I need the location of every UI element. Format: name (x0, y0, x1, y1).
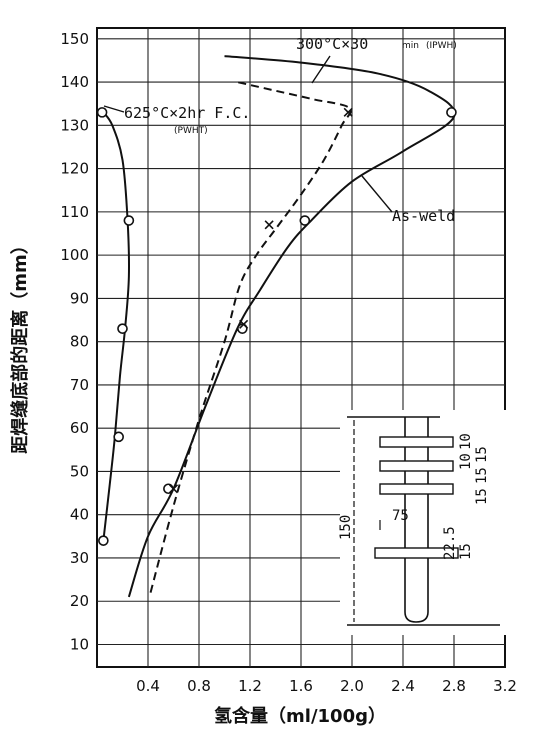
label-625c-paren: (PWHT) (174, 126, 208, 136)
leader-asweld (361, 175, 393, 213)
marker-300-c-30min-ipwh (343, 107, 353, 117)
label-asweld: As-weld (392, 207, 455, 225)
specimen-body (404, 417, 429, 623)
annotation-asweld: As-weld (361, 175, 455, 225)
data-markers (96, 107, 457, 546)
marker-625-c-2hr-f-c-pwht (117, 323, 128, 334)
marker-625-c-2hr-f-c-pwht (98, 535, 109, 546)
dim-label-15-b: 15 (474, 467, 490, 484)
slot-1 (379, 436, 454, 448)
y-tick-labels: 10 20 30 40 50 60 70 80 90 100 110 120 130 140 150 (60, 30, 89, 654)
dim-label-22-5: 22.5 (442, 526, 458, 560)
dim-label-75: 75 (392, 508, 409, 524)
x-axis-title: 氢含量（ml/100g） (214, 705, 386, 727)
y-tick-label: 20 (70, 592, 89, 610)
marker-625-c-2hr-f-c-pwht (113, 431, 124, 443)
y-tick-label: 10 (70, 636, 89, 654)
slot-3 (379, 483, 454, 495)
y-tick-label: 90 (70, 289, 89, 307)
series-line-625-c-2hr-f-c-pwht (102, 111, 131, 541)
x-tick-label: 0.4 (136, 677, 160, 695)
data-series (102, 55, 456, 598)
label-300c: 300°C×30 (296, 35, 368, 53)
dim-label-15-c: 15 (474, 446, 490, 463)
dim-label-15-a: 15 (474, 488, 490, 505)
y-tick-label: 140 (60, 73, 89, 91)
y-tick-label: 60 (70, 419, 89, 437)
series-line-as-weld (127, 55, 456, 598)
x-tick-label: 1.2 (238, 677, 262, 695)
dim-label-10-a: 10 (458, 453, 474, 470)
x-tick-label: 0.8 (187, 677, 211, 695)
leader-625c (103, 105, 125, 113)
specimen-diagram: 150 75 22.5 15 10 10 15 15 15 (338, 410, 506, 635)
y-tick-label: 30 (70, 549, 89, 567)
dim-label-150: 150 (338, 515, 354, 540)
marker-625-c-2hr-f-c-pwht (96, 107, 108, 118)
annotation-625c: 625°C×2hr F.C. (PWHT) (103, 104, 250, 136)
marker-625-c-2hr-f-c-pwht (123, 215, 135, 226)
x-tick-labels: 0.4 0.8 1.2 1.6 2.0 2.4 2.8 3.2 (136, 677, 517, 695)
slot-4 (374, 547, 459, 559)
x-tick-label: 3.2 (493, 677, 517, 695)
y-tick-label: 80 (70, 333, 89, 351)
dim-label-10-b: 10 (458, 433, 474, 450)
y-tick-label: 100 (60, 246, 89, 264)
y-tick-label: 130 (60, 116, 89, 134)
marker-as-weld (163, 483, 174, 495)
y-tick-label: 50 (70, 462, 89, 480)
label-300c-min: min (402, 41, 419, 51)
x-tick-label: 2.0 (340, 677, 364, 695)
marker-300-c-30min-ipwh (239, 319, 249, 329)
label-625c: 625°C×2hr F.C. (124, 104, 250, 122)
dim-label-15-lower: 15 (458, 543, 474, 560)
slot-2 (379, 460, 454, 472)
marker-as-weld (446, 107, 457, 118)
label-300c-paren: (IPWH) (426, 41, 457, 51)
x-tick-label: 2.4 (391, 677, 415, 695)
x-tick-label: 2.8 (442, 677, 466, 695)
marker-as-weld (299, 215, 311, 226)
marker-300-c-30min-ipwh (264, 220, 274, 230)
series-line-300-c-30min-ipwh (149, 81, 352, 593)
y-tick-label: 40 (70, 506, 89, 524)
annotation-300c: 300°C×30 min (IPWH) (296, 35, 457, 84)
y-axis-title: 距焊缝底部的距离（mm） (9, 236, 31, 454)
y-tick-label: 110 (60, 203, 89, 221)
y-tick-label: 120 (60, 160, 89, 178)
y-tick-label: 70 (70, 376, 89, 394)
leader-300c (311, 55, 331, 84)
x-tick-label: 1.6 (289, 677, 313, 695)
marker-300-c-30min-ipwh (168, 484, 179, 494)
y-tick-label: 150 (60, 30, 89, 48)
